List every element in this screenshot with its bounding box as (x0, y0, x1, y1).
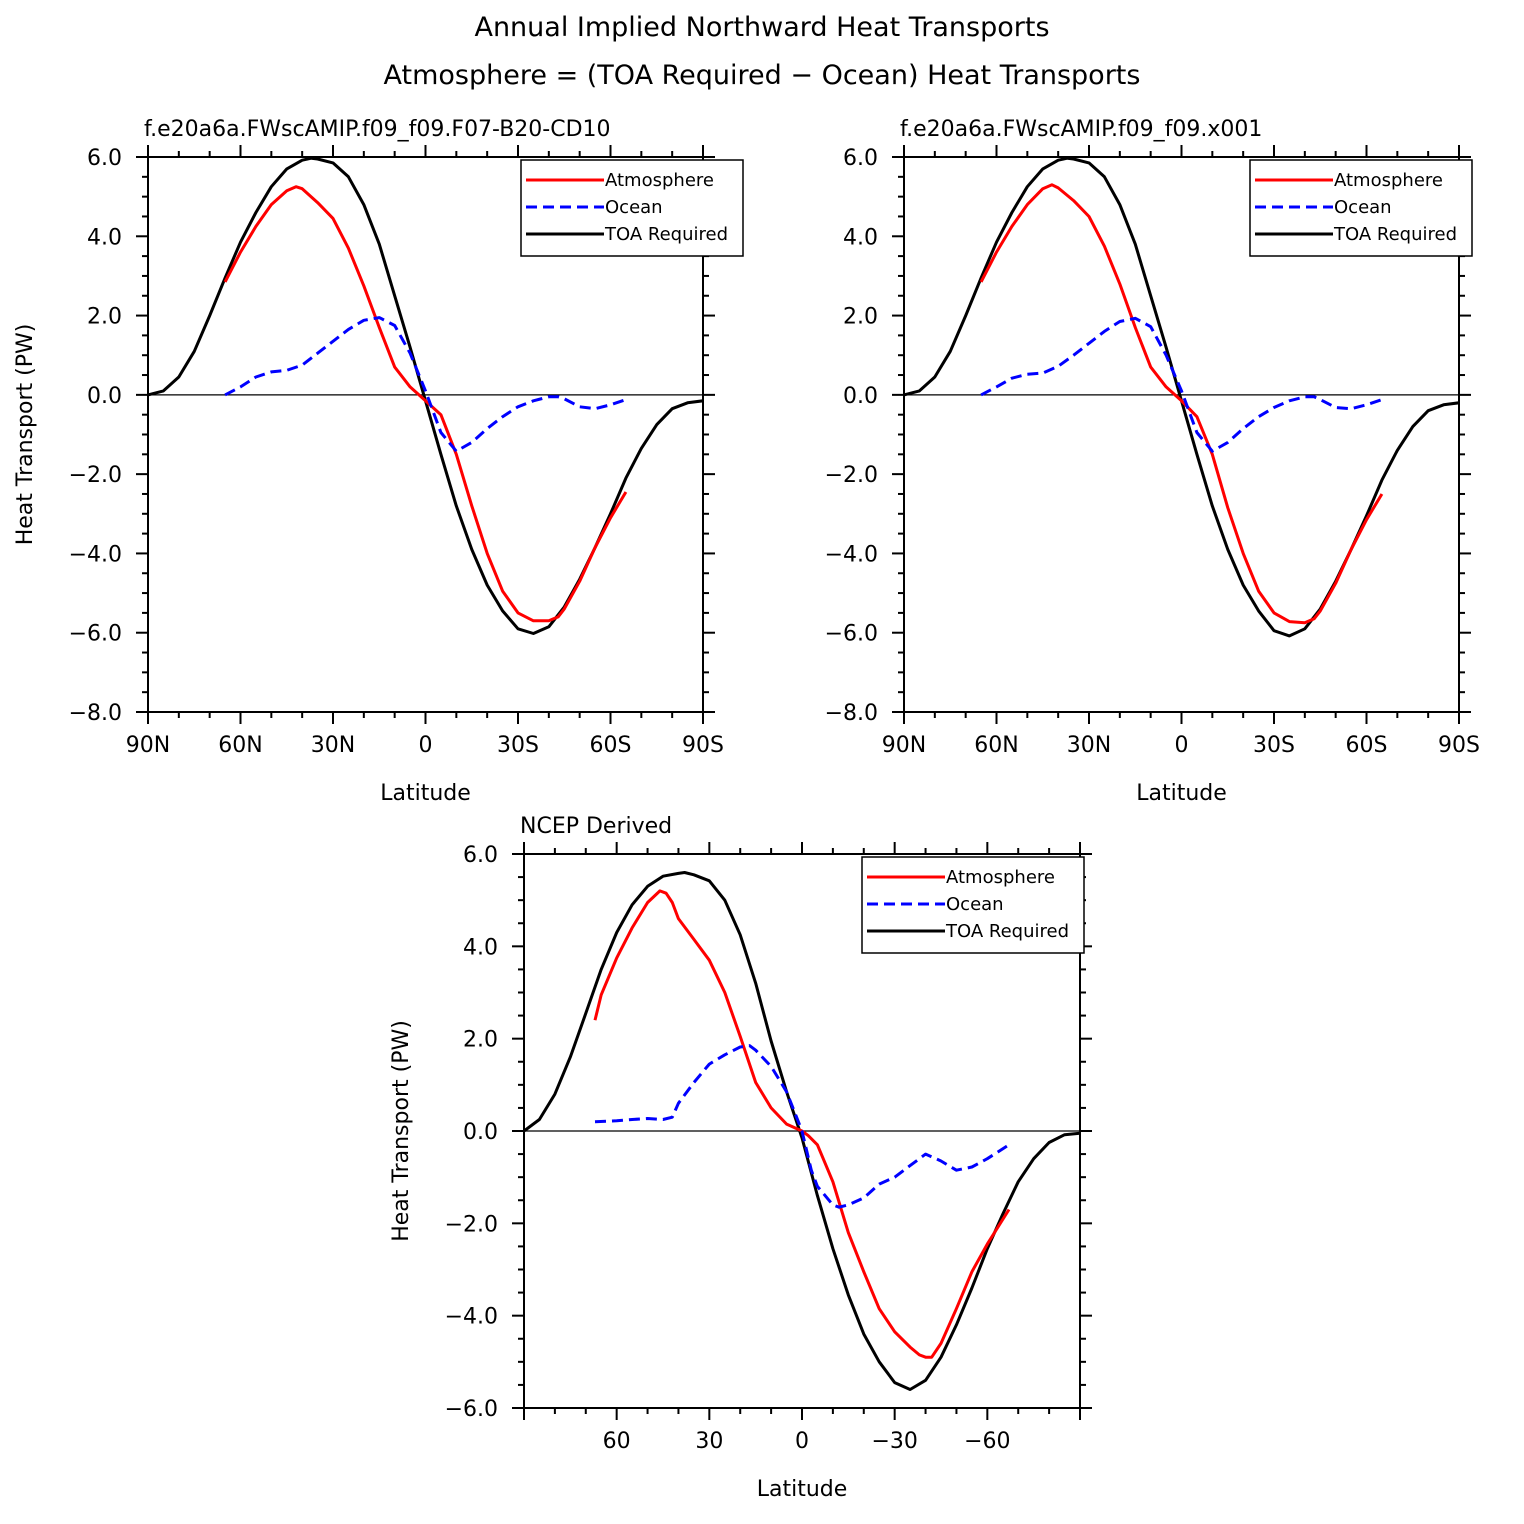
chart-2-y-tick-label: 6.0 (843, 146, 878, 171)
chart-2-x-tick-label: 60S (1346, 733, 1388, 758)
chart-2-y-tick-label: −4.0 (825, 542, 878, 567)
chart-1-y-tick-label: −2.0 (69, 463, 122, 488)
chart-3-x-tick-label: −30 (871, 1429, 917, 1454)
chart-panels: 90N 60N 30N 0 30S 60S 90S 6.0 4.0 2.0 0.0 −2.0 −4.0 −… (13, 117, 1480, 1502)
chart-3-x-tick-label: 0 (795, 1429, 809, 1454)
chart-panel-3: 60 30 0 −30 −60 6.0 4.0 2.0 0.0 −2.0 −4.0 −6.0 NCEP … (389, 814, 1092, 1502)
chart-panel-1: 90N 60N 30N 0 30S 60S 90S 6.0 4.0 2.0 0.0 −2.0 −4.0 −… (13, 117, 744, 806)
chart-3-y-tick-label: 0.0 (463, 1120, 498, 1145)
chart-2-x-tick-label: 30S (1253, 733, 1295, 758)
chart-1-y-tick-label: 6.0 (87, 146, 122, 171)
chart-3-x-tick-label: 60 (603, 1429, 631, 1454)
chart-3-y-tick-label: 4.0 (463, 935, 498, 960)
chart-3-legend-label-toa-required: TOA Required (945, 921, 1069, 942)
chart-2-y-tick-label: 2.0 (843, 305, 878, 330)
chart-1-x-axis-label: Latitude (380, 781, 471, 806)
chart-2-legend-label-atmosphere: Atmosphere (1334, 170, 1443, 191)
chart-3-series-ocean (594, 1044, 1010, 1209)
chart-1-x-tick-label: 90S (682, 733, 724, 758)
chart-3-y-tick-label: 6.0 (463, 843, 498, 868)
chart-3-series-atmosphere (593, 889, 1011, 1359)
chart-1-legend-label-atmosphere: Atmosphere (605, 170, 714, 191)
chart-1-legend: Atmosphere Ocean TOA Required (520, 159, 744, 257)
chart-1-y-tick-label: 4.0 (87, 225, 122, 250)
chart-1-y-tick-label: −4.0 (69, 542, 122, 567)
chart-3-legend: Atmosphere Ocean TOA Required (861, 856, 1085, 954)
chart-2-legend-box (1249, 159, 1473, 257)
chart-2-legend: Atmosphere Ocean TOA Required (1249, 159, 1473, 257)
chart-2-x-tick-label: 60N (974, 733, 1018, 758)
chart-1-legend-box (520, 159, 744, 257)
chart-1-y-tick-label: 2.0 (87, 305, 122, 330)
chart-1-series-ocean (224, 316, 627, 453)
chart-1-legend-label-ocean: Ocean (605, 197, 663, 218)
chart-3-x-tick-label: −60 (964, 1429, 1010, 1454)
chart-1-series-atmosphere (223, 185, 628, 623)
chart-1-x-tick-label: 30N (311, 733, 355, 758)
chart-3-x-axis-label: Latitude (757, 1477, 848, 1502)
chart-1-legend-label-toa-required: TOA Required (604, 224, 728, 245)
chart-2-x-tick-label: 30N (1067, 733, 1111, 758)
chart-panel-2: 90N 60N 30N 0 30S 60S 90S 6.0 4.0 2.0 0.0 −2.0 −4.0 −… (825, 117, 1480, 806)
chart-1-y-tick-label: 0.0 (87, 384, 122, 409)
chart-2-x-tick-label: 90N (882, 733, 926, 758)
chart-1-y-tick-label: −6.0 (69, 622, 122, 647)
chart-2-y-tick-label: −6.0 (825, 622, 878, 647)
chart-2-y-tick-label: 4.0 (843, 225, 878, 250)
chart-2-legend-label-ocean: Ocean (1334, 197, 1392, 218)
chart-3-legend-box (861, 856, 1085, 954)
chart-3-y-axis-label: Heat Transport (PW) (389, 1020, 414, 1242)
chart-3-y-tick-label: −6.0 (445, 1397, 498, 1422)
chart-3-x-tick-label: 30 (695, 1429, 723, 1454)
chart-1-x-tick-label: 60S (590, 733, 632, 758)
chart-1-x-tick-label: 60N (218, 733, 262, 758)
chart-1-y-axis-label: Heat Transport (PW) (13, 324, 38, 546)
chart-2-series-ocean (980, 316, 1383, 453)
chart-2-y-tick-label: −8.0 (825, 701, 878, 726)
chart-3-title: NCEP Derived (520, 814, 672, 839)
figure-title-line-2: Atmosphere = (TOA Required − Ocean) Heat… (384, 60, 1141, 91)
chart-2-x-tick-label: 0 (1175, 733, 1189, 758)
chart-1-title: f.e20a6a.FWscAMIP.f09_f09.F07-B20-CD10 (144, 117, 611, 142)
chart-2-series-atmosphere (979, 183, 1384, 625)
chart-3-y-tick-label: −4.0 (445, 1305, 498, 1330)
figure-title-line-1: Annual Implied Northward Heat Transports (474, 12, 1049, 43)
chart-3-legend-label-atmosphere: Atmosphere (946, 867, 1055, 888)
chart-1-y-tick-label: −8.0 (69, 701, 122, 726)
chart-1-x-tick-label: 90N (126, 733, 170, 758)
chart-2-y-tick-label: 0.0 (843, 384, 878, 409)
chart-2-y-tick-label: −2.0 (825, 463, 878, 488)
chart-1-x-tick-label: 30S (497, 733, 539, 758)
chart-2-title: f.e20a6a.FWscAMIP.f09_f09.x001 (900, 117, 1262, 142)
chart-2-x-tick-label: 90S (1438, 733, 1480, 758)
chart-3-y-tick-label: −2.0 (445, 1212, 498, 1237)
chart-2-legend-label-toa-required: TOA Required (1333, 224, 1457, 245)
chart-3-legend-label-ocean: Ocean (946, 894, 1004, 915)
chart-1-x-tick-label: 0 (419, 733, 433, 758)
chart-3-series-toa-required (524, 871, 1080, 1391)
chart-2-x-axis-label: Latitude (1136, 781, 1227, 806)
chart-3-y-tick-label: 2.0 (463, 1028, 498, 1053)
